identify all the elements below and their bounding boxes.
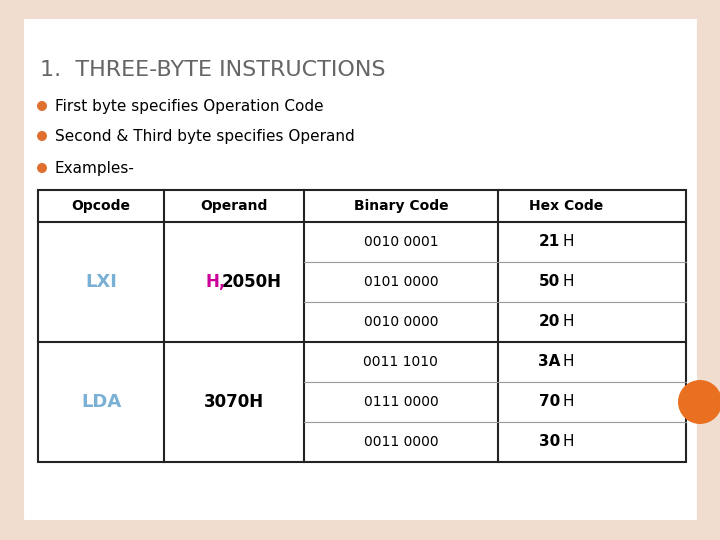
Text: 30: 30 bbox=[539, 435, 560, 449]
Circle shape bbox=[37, 163, 47, 173]
Text: H: H bbox=[562, 435, 574, 449]
Text: 0101 0000: 0101 0000 bbox=[364, 275, 438, 289]
Text: Hex Code: Hex Code bbox=[529, 199, 603, 213]
Text: 2050H: 2050H bbox=[222, 273, 282, 291]
Text: LDA: LDA bbox=[81, 393, 121, 411]
Text: H: H bbox=[562, 354, 574, 369]
Text: H: H bbox=[562, 314, 574, 329]
Text: 0010 0001: 0010 0001 bbox=[364, 235, 438, 249]
Circle shape bbox=[37, 101, 47, 111]
Text: LXI: LXI bbox=[85, 273, 117, 291]
Text: 3070H: 3070H bbox=[204, 393, 264, 411]
Text: 1.  THREE-BYTE INSTRUCTIONS: 1. THREE-BYTE INSTRUCTIONS bbox=[40, 60, 385, 80]
Text: 70: 70 bbox=[539, 395, 560, 409]
Text: H: H bbox=[562, 274, 574, 289]
Text: 0011 0000: 0011 0000 bbox=[364, 435, 438, 449]
Text: Binary Code: Binary Code bbox=[354, 199, 448, 213]
Text: H: H bbox=[562, 395, 574, 409]
Text: H: H bbox=[562, 234, 574, 249]
Text: Examples-: Examples- bbox=[55, 160, 135, 176]
Text: Opcode: Opcode bbox=[72, 199, 131, 213]
Text: First byte specifies Operation Code: First byte specifies Operation Code bbox=[55, 98, 323, 113]
Text: 21: 21 bbox=[539, 234, 560, 249]
Text: Operand: Operand bbox=[200, 199, 268, 213]
Bar bbox=[38, 190, 686, 462]
Text: 50: 50 bbox=[539, 274, 560, 289]
Text: H,: H, bbox=[206, 273, 226, 291]
Text: Second & Third byte specifies Operand: Second & Third byte specifies Operand bbox=[55, 129, 355, 144]
Circle shape bbox=[37, 131, 47, 141]
Text: 20: 20 bbox=[539, 314, 560, 329]
Circle shape bbox=[678, 380, 720, 424]
Text: 0011 1010: 0011 1010 bbox=[364, 355, 438, 369]
Text: 0111 0000: 0111 0000 bbox=[364, 395, 438, 409]
Text: 3A: 3A bbox=[538, 354, 560, 369]
Text: 0010 0000: 0010 0000 bbox=[364, 315, 438, 329]
